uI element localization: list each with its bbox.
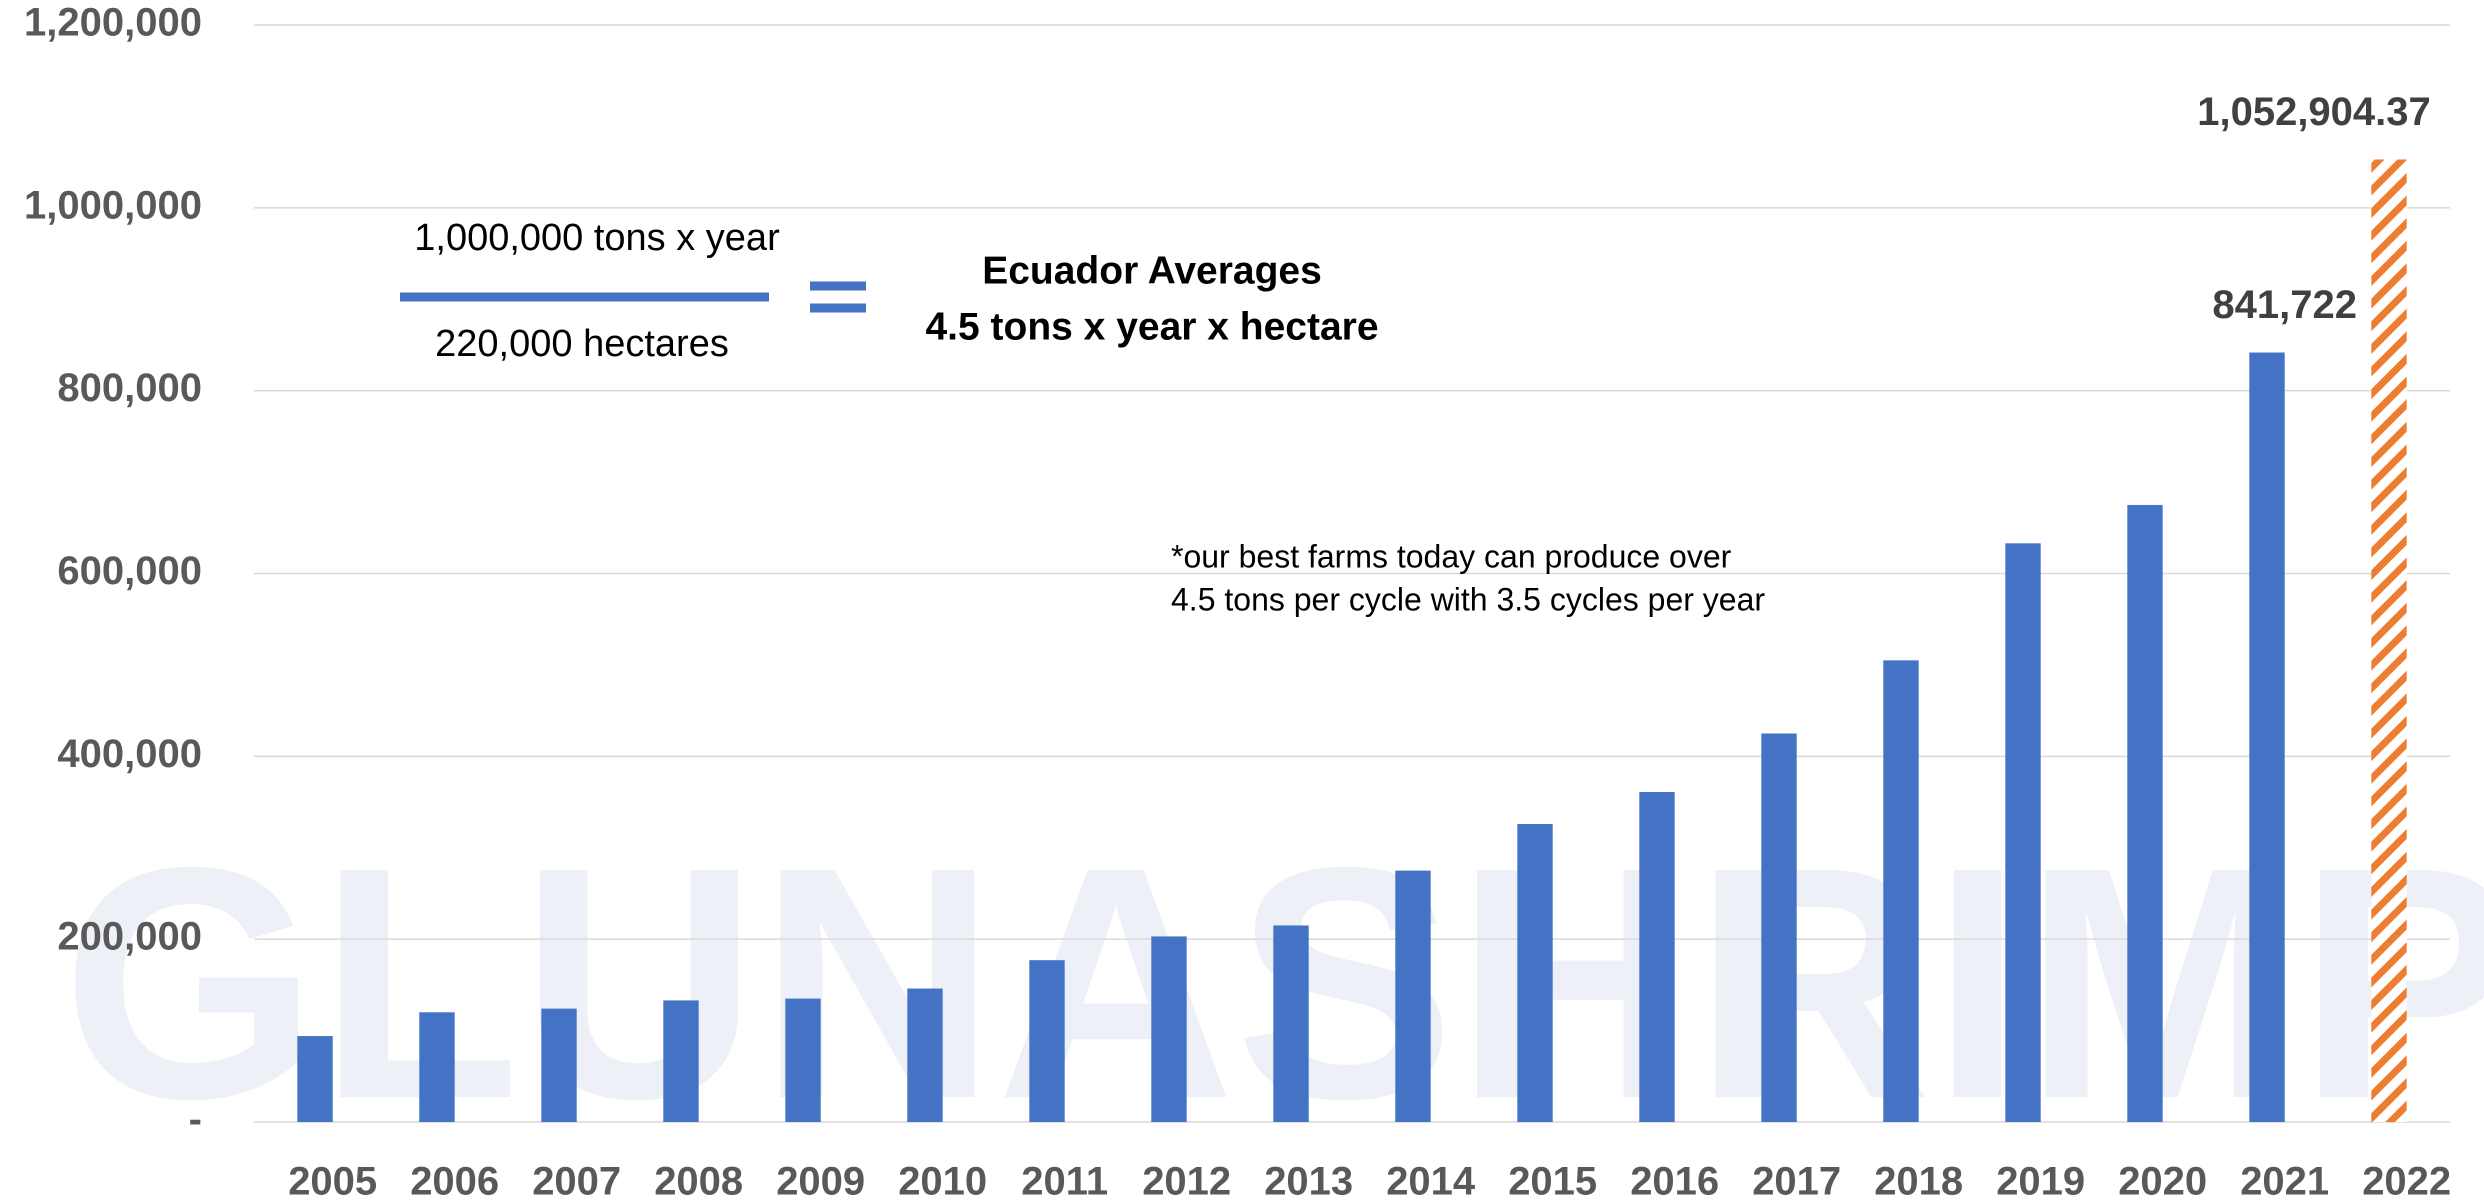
x-tick-label: 2012 — [1142, 1160, 1231, 1203]
y-tick-label: 400,000 — [57, 732, 202, 776]
bar — [1273, 925, 1309, 1122]
x-tick-label: 2007 — [532, 1160, 621, 1203]
bar — [2127, 504, 2163, 1122]
note: 4.5 tons per cycle with 3.5 cycles per y… — [1171, 581, 1765, 617]
formula-numerator: 1,000,000 tons x year — [414, 217, 780, 259]
x-tick-label: 2021 — [2240, 1160, 2329, 1203]
bar — [1761, 733, 1797, 1122]
bar — [2249, 352, 2285, 1122]
bar — [1395, 870, 1431, 1122]
x-tick-label: 2006 — [410, 1160, 499, 1203]
bar — [2005, 543, 2041, 1122]
y-tick-label: - — [189, 1098, 202, 1142]
bar — [541, 1008, 577, 1122]
x-tick-label: 2010 — [898, 1160, 987, 1203]
note: *our best farms today can produce over — [1171, 538, 1732, 574]
bar — [1517, 823, 1553, 1122]
result-value: 4.5 tons x year x hectare — [925, 305, 1378, 348]
bar — [907, 988, 943, 1122]
x-tick-label: 2011 — [1021, 1160, 1108, 1203]
data-label: 841,722 — [2212, 283, 2357, 327]
x-tick-label: 2013 — [1264, 1160, 1353, 1203]
bar — [785, 998, 821, 1122]
y-tick-label: 1,200,000 — [24, 1, 202, 45]
plot-area: - 200,000 400,000 600,000 800,000 1,000,000 1,… — [24, 1, 2451, 1203]
bar — [1883, 660, 1919, 1122]
x-tick-label: 2022 — [2362, 1160, 2451, 1203]
x-tick-label: 2018 — [1874, 1160, 1963, 1203]
bar — [2371, 159, 2407, 1123]
y-tick-label: 800,000 — [57, 366, 202, 410]
x-tick-label: 2015 — [1508, 1160, 1597, 1203]
bar — [419, 1012, 455, 1122]
x-tick-label: 2005 — [288, 1160, 377, 1203]
bar — [297, 1036, 333, 1122]
formula-denominator: 220,000 hectares — [435, 323, 729, 365]
x-tick-label: 2019 — [1996, 1160, 2085, 1203]
y-tick-label: 600,000 — [57, 549, 202, 593]
watermark: GLUNASHRIMP — [62, 798, 2484, 1167]
x-tick-label: 2008 — [654, 1160, 743, 1203]
y-tick-label: 200,000 — [57, 915, 202, 959]
bar — [1639, 791, 1675, 1122]
x-tick-label: 2020 — [2118, 1160, 2207, 1203]
bar — [663, 1000, 699, 1122]
x-tick-label: 2017 — [1752, 1160, 1841, 1203]
y-tick-label: 1,000,000 — [24, 183, 202, 227]
bar — [1151, 936, 1187, 1122]
result-title: Ecuador Averages — [982, 249, 1322, 292]
data-label: 1,052,904.37 — [2197, 90, 2431, 134]
x-tick-label: 2016 — [1630, 1160, 1719, 1203]
bar — [1029, 960, 1065, 1122]
x-tick-label: 2009 — [776, 1160, 865, 1203]
x-tick-label: 2014 — [1386, 1160, 1476, 1203]
